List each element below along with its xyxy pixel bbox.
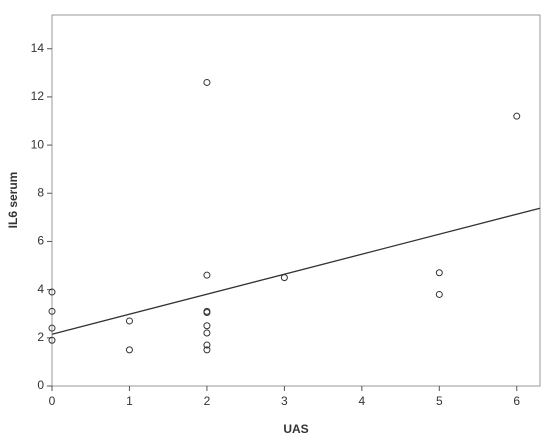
x-tick-label: 5 [436,394,443,408]
y-tick-label: 14 [31,41,45,55]
point [435,290,443,298]
x-tick-label: 3 [281,394,288,408]
point [203,309,211,317]
x-tick-label: 4 [358,394,365,408]
point [203,346,211,354]
y-tick-label: 4 [37,282,44,296]
y-tick-label: 10 [31,137,45,151]
y-tick-label: 0 [37,378,44,392]
point [203,78,211,86]
y-tick-label: 12 [31,89,45,103]
plot-area [51,14,541,387]
point [203,322,211,330]
y-axis-label: IL6 serum [6,172,20,229]
y-tick-label: 6 [37,234,44,248]
x-axis-label: UAS [283,422,308,436]
point [513,112,521,120]
x-tick-label: 1 [126,394,133,408]
y-tick-label: 2 [37,330,44,344]
point [125,346,133,354]
point [203,341,211,349]
point [48,324,56,332]
x-tick-label: 0 [49,394,56,408]
x-tick-label: 2 [204,394,211,408]
fit-line [51,207,541,335]
point [435,269,443,277]
point [48,307,56,315]
point [48,336,56,344]
y-tick-label: 8 [37,185,44,199]
point [48,288,56,296]
point [125,317,133,325]
x-tick-label: 6 [513,394,520,408]
point [203,329,211,337]
point [203,271,211,279]
